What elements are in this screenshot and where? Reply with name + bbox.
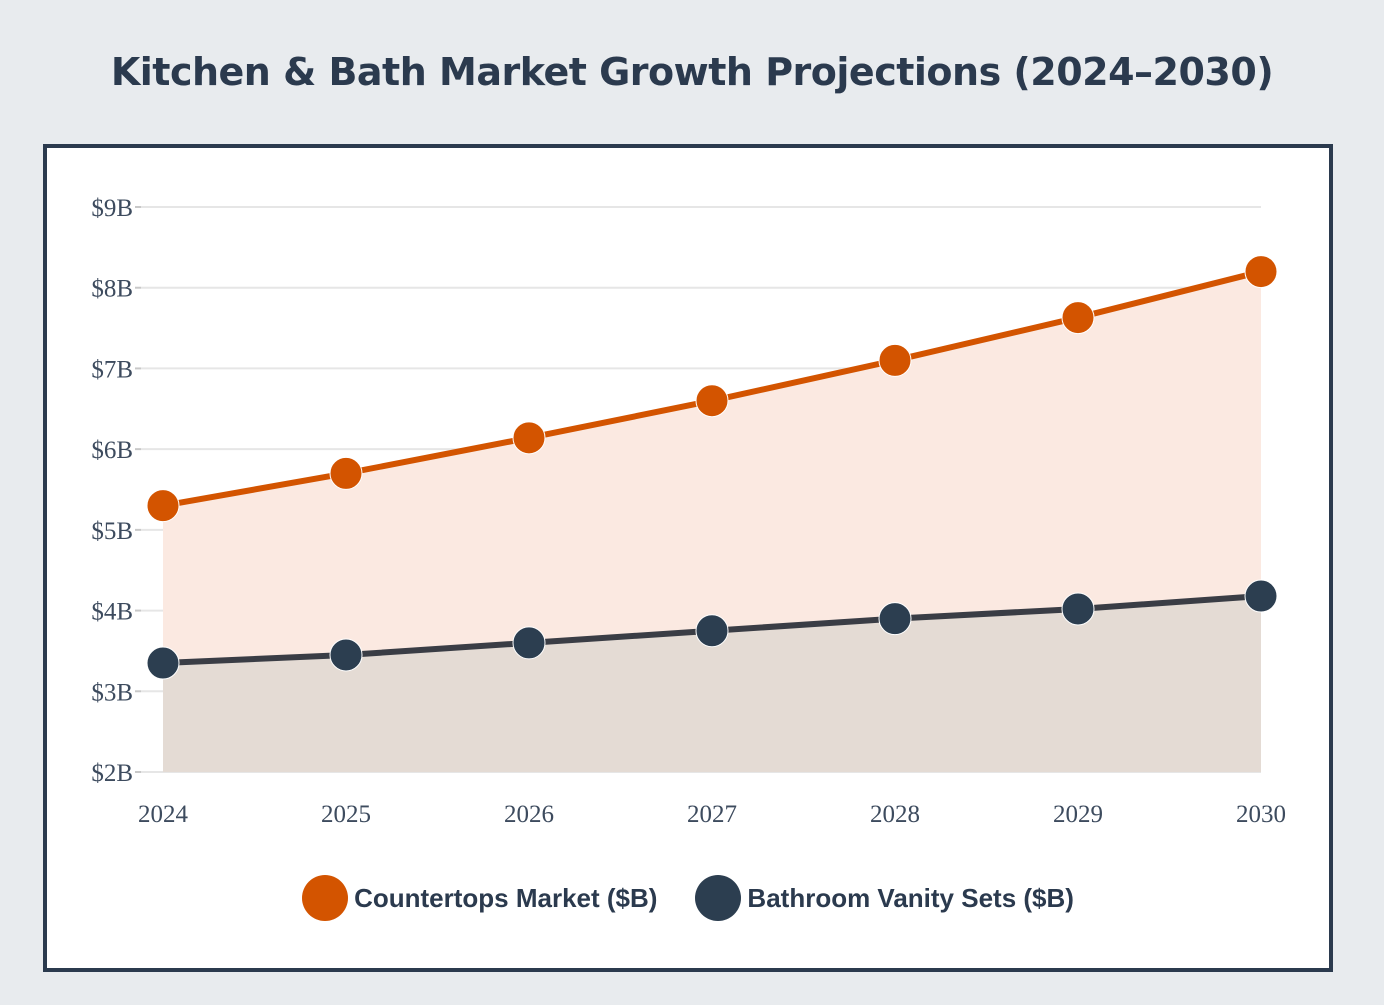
data-point-series-1-2029[interactable] — [1061, 592, 1095, 626]
data-point-series-0-2029[interactable] — [1061, 301, 1095, 335]
data-point-series-0-2030[interactable] — [1244, 255, 1278, 289]
y-tick-label: $4B — [91, 599, 133, 626]
data-points — [146, 255, 1278, 680]
area-fills — [163, 271, 1261, 772]
x-tick-label: 2024 — [138, 801, 189, 828]
legend-item-countertops[interactable]: Countertops Market ($B) — [302, 875, 657, 921]
legend-label-countertops: Countertops Market ($B) — [354, 882, 658, 913]
data-point-series-0-2027[interactable] — [695, 384, 729, 418]
line-chart: $2B$3B$4B$5B$6B$7B$8B$9B 2024 2025 2026 202… — [91, 195, 1286, 828]
data-point-series-1-2030[interactable] — [1244, 579, 1278, 613]
x-tick-label: 2028 — [870, 801, 920, 828]
x-tick-label: 2025 — [321, 801, 371, 828]
legend: Countertops Market ($B) Bathroom Vanity … — [47, 874, 1329, 922]
data-point-series-0-2025[interactable] — [329, 456, 363, 490]
y-tick-label: $5B — [91, 518, 133, 545]
legend-swatch-vanity — [695, 875, 742, 921]
y-tick-label: $3B — [91, 679, 133, 706]
data-point-series-1-2028[interactable] — [878, 602, 912, 636]
y-axis-ticks: $2B $3B $4B $5B $6B $7B $8B $9B — [91, 195, 133, 787]
legend-swatch-countertops — [302, 875, 349, 921]
data-point-series-1-2026[interactable] — [512, 626, 546, 660]
x-tick-label: 2026 — [504, 801, 554, 828]
legend-label-vanity: Bathroom Vanity Sets ($B) — [747, 882, 1074, 913]
chart-frame: $2B $3B $4B $5B $6B $7B $8B $9B 2024 2025 2026 202… — [43, 144, 1333, 972]
data-point-series-0-2024[interactable] — [146, 489, 180, 523]
x-axis-ticks: 2024 2025 2026 2027 2028 2029 2030 — [138, 801, 1286, 828]
y-tick-label: $2B — [91, 760, 133, 787]
legend-item-vanity[interactable]: Bathroom Vanity Sets ($B) — [695, 875, 1074, 921]
y-tick-label: $6B — [91, 437, 133, 464]
data-point-series-1-2027[interactable] — [695, 614, 729, 648]
x-tick-label: 2027 — [687, 801, 737, 828]
chart-title: Kitchen & Bath Market Growth Projections… — [110, 50, 1274, 94]
y-tick-label: $8B — [91, 276, 133, 303]
data-point-series-1-2025[interactable] — [329, 638, 363, 672]
data-point-series-0-2026[interactable] — [512, 421, 546, 455]
area-fill-series-1 — [163, 596, 1261, 772]
data-point-series-0-2028[interactable] — [878, 343, 912, 377]
x-tick-label: 2029 — [1053, 801, 1103, 828]
x-tick-label: 2030 — [1236, 801, 1286, 828]
y-tick-label: $7B — [91, 356, 133, 383]
data-point-series-1-2024[interactable] — [146, 646, 180, 680]
y-tick-label: $9B — [91, 195, 133, 222]
